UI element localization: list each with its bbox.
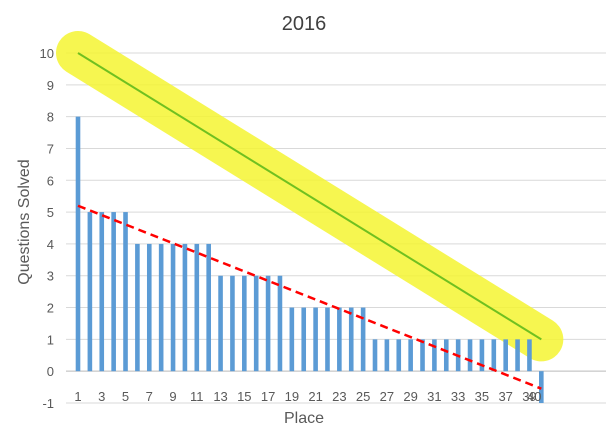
x-tick-label: 33 xyxy=(451,389,465,404)
y-tick-label: 2 xyxy=(47,301,54,316)
bar xyxy=(515,339,520,372)
bar xyxy=(491,339,497,372)
x-tick-label: 23 xyxy=(332,389,346,404)
y-tick-label: 10 xyxy=(40,46,54,61)
x-tick-label: 21 xyxy=(308,389,322,404)
bar xyxy=(527,339,532,372)
bar xyxy=(253,275,259,372)
bar xyxy=(206,243,211,372)
x-tick-label: 40 xyxy=(527,389,541,404)
bar xyxy=(348,307,354,372)
bar xyxy=(503,339,508,372)
y-tick-label: 9 xyxy=(47,78,54,93)
bar xyxy=(313,307,318,372)
x-tick-label: 7 xyxy=(146,389,153,404)
bar xyxy=(75,116,81,372)
bar xyxy=(146,243,152,372)
bar xyxy=(123,212,128,372)
bar xyxy=(277,275,283,372)
bar xyxy=(242,275,247,372)
bar xyxy=(289,307,295,372)
bar xyxy=(218,275,223,372)
y-tick-label: 1 xyxy=(47,332,54,347)
bar xyxy=(99,212,105,372)
bar xyxy=(230,275,235,372)
x-tick-label: 19 xyxy=(285,389,299,404)
bar xyxy=(420,339,425,372)
y-tick-label: 0 xyxy=(47,364,54,379)
bar xyxy=(467,339,473,372)
bar xyxy=(372,339,378,372)
bar xyxy=(325,307,330,372)
bar xyxy=(111,212,116,372)
x-tick-label: 17 xyxy=(261,389,275,404)
y-tick-label: 8 xyxy=(47,110,54,125)
bar xyxy=(432,339,437,372)
x-tick-label: 29 xyxy=(403,389,417,404)
x-tick-label: 27 xyxy=(380,389,394,404)
x-tick-label: 3 xyxy=(98,389,105,404)
x-tick-label: 39 xyxy=(522,389,536,404)
overlay-lines xyxy=(77,52,542,390)
x-tick-label: 5 xyxy=(122,389,129,404)
x-tick-label: 11 xyxy=(190,389,204,404)
y-tick-label: -1 xyxy=(42,396,54,411)
bar xyxy=(194,243,200,372)
bars xyxy=(75,116,544,403)
ideal-line xyxy=(77,52,542,341)
bar xyxy=(135,243,140,372)
bar xyxy=(408,339,413,372)
bar xyxy=(479,339,485,372)
x-axis-label: Place xyxy=(284,410,324,427)
bar xyxy=(384,339,390,372)
chart-title: 2016 xyxy=(282,13,327,35)
x-tick-label: 25 xyxy=(356,389,370,404)
y-tick-label: 7 xyxy=(47,141,54,156)
bar xyxy=(158,243,164,372)
bar xyxy=(360,307,366,372)
x-tick-label: 35 xyxy=(475,389,489,404)
x-tick-label: 13 xyxy=(213,389,227,404)
y-tick-label: 6 xyxy=(47,173,54,188)
bar xyxy=(396,339,402,372)
x-tick-label: 37 xyxy=(498,389,512,404)
bar xyxy=(539,371,544,403)
x-tick-label: 31 xyxy=(427,389,441,404)
y-tick-label: 3 xyxy=(47,269,54,284)
y-tick-labels: -1 0 1 2 3 4 5 6 7 8 9 10 xyxy=(40,46,54,411)
bar xyxy=(443,339,449,372)
y-axis-label: Questions Solved xyxy=(16,159,33,284)
x-tick-label: 15 xyxy=(237,389,251,404)
bar xyxy=(87,212,93,372)
x-tick-label: 1 xyxy=(74,389,81,404)
y-tick-label: 4 xyxy=(47,237,54,252)
bar xyxy=(337,307,342,372)
bar xyxy=(301,307,307,372)
bar xyxy=(265,275,271,372)
trend-line xyxy=(77,204,542,390)
bar xyxy=(182,243,188,372)
y-tick-label: 5 xyxy=(47,205,54,220)
x-tick-label: 9 xyxy=(169,389,176,404)
bar xyxy=(170,243,176,372)
